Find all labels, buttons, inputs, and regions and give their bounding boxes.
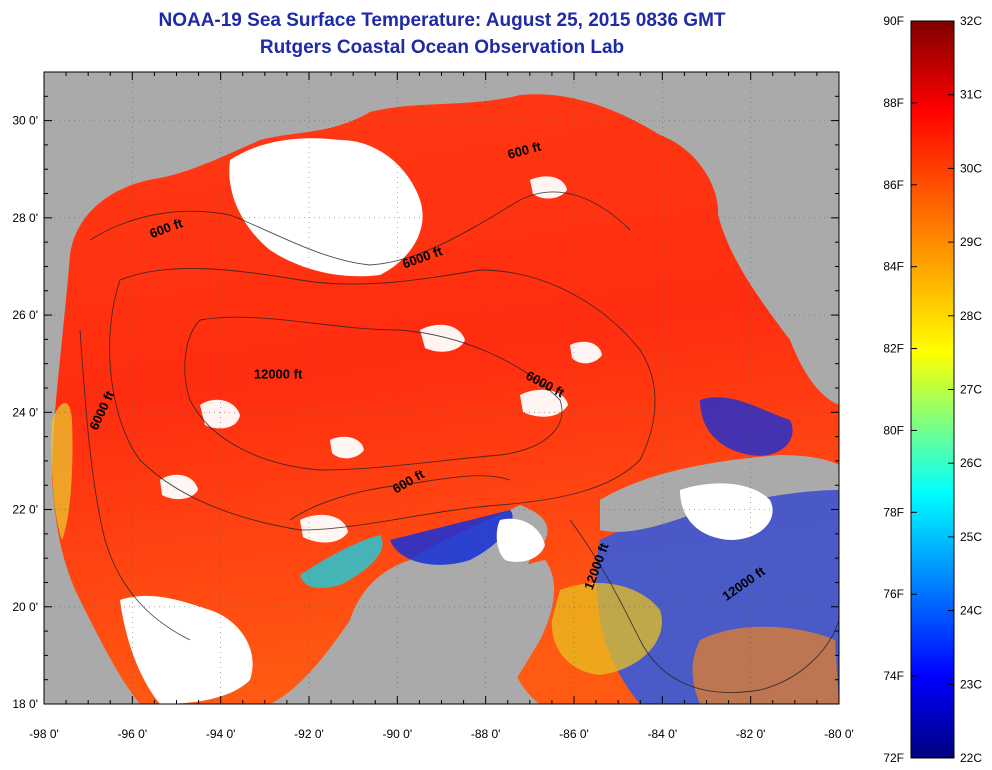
x-tick-label: -94 0' [206,727,236,741]
cloud-central-f [570,341,602,364]
contour-12000ft [184,316,563,471]
contour-label: 12000 ft [254,366,303,381]
cloud-central-a [200,399,240,429]
colorbar-c-label: 23C [960,677,982,691]
y-tick-label: 30 0' [12,114,38,128]
caribbean-warm-patch [551,582,662,675]
yucatan-cool-fringe [300,535,383,588]
colorbar-f-label: 76F [883,587,904,601]
colorbar-f-label: 72F [883,751,904,765]
x-tick-label: -80 0' [824,727,854,741]
map-grid [44,72,839,704]
colorbar-f-label: 78F [883,505,904,519]
y-tick-label: 28 0' [12,211,38,225]
cloud-cuba-region [680,483,773,540]
colorbar-c-label: 29C [960,235,982,249]
colorbar-c-label: 26C [960,456,982,470]
x-tick-label: -86 0' [559,727,589,741]
colorbar-c-label: 25C [960,530,982,544]
contour-600ft-south [289,475,511,521]
y-tick-label: 24 0' [12,405,38,419]
colorbar-f-label: 88F [883,96,904,110]
west-coast-yellow [51,403,73,540]
x-tick-label: -90 0' [383,727,413,741]
cloud-yucatan-north [496,518,545,562]
colorbar-c-label: 31C [960,88,982,102]
bathymetry-contours [79,191,839,693]
contour-600ft-north [89,191,631,266]
x-tick-label: -96 0' [118,727,148,741]
colorbar-labels: 90F 88F 86F 84F 82F 80F 78F 76F 74F 72F 32C 31C 30C 2… [883,14,982,765]
y-tick-label: 26 0' [12,308,38,322]
y-tick-label: 20 0' [12,600,38,614]
cloud-central-c [160,474,198,500]
florida-cool-fringe [700,397,793,456]
y-tick-label: 18 0' [12,697,38,711]
colorbar-gradient [910,20,955,759]
yucatan-land [420,560,555,704]
colorbar: 90F 88F 86F 84F 82F 80F 78F 76F 74F 72F 32C 31C 30C 2… [883,14,982,765]
caribbean-orange-patch [692,626,839,704]
colorbar-f-label: 86F [883,178,904,192]
colorbar-c-label: 22C [960,751,982,765]
colorbar-c-label: 27C [960,383,982,397]
y-tick-label: 22 0' [12,503,38,517]
contour-600ft-west [79,329,191,641]
colorbar-c-label: 28C [960,309,982,323]
colorbar-c-label: 24C [960,604,982,618]
x-tick-label: -88 0' [471,727,501,741]
colorbar-f-label: 90F [883,14,904,28]
x-tick-label: -82 0' [736,727,766,741]
colorbar-f-label: 74F [883,669,904,683]
map-title: NOAA-19 Sea Surface Temperature: August … [158,10,726,31]
colorbar-c-label: 30C [960,161,982,175]
map-axes: -98 0' -96 0' -94 0' -92 0' -90 0' -88 0' -86 … [12,71,854,741]
florida-land [720,72,839,380]
cloud-central-b [420,324,465,352]
colorbar-f-label: 80F [883,423,904,437]
colorbar-c-label: 32C [960,14,982,28]
contour-12000ft-caribbean [569,519,839,693]
map-subtitle: Rutgers Coastal Ocean Observation Lab [259,37,625,58]
campeche-cool-fringe [390,510,513,565]
colorbar-f-label: 82F [883,342,904,356]
contour-6000ft [109,268,656,531]
cloud-central-g [330,436,364,459]
x-tick-label: -84 0' [648,727,678,741]
colorbar-f-label: 84F [883,260,904,274]
x-tick-label: -98 0' [29,727,59,741]
cloud-louisiana-shelf [229,138,423,277]
x-tick-label: -92 0' [294,727,324,741]
cloud-campeche-shelf [120,595,253,704]
